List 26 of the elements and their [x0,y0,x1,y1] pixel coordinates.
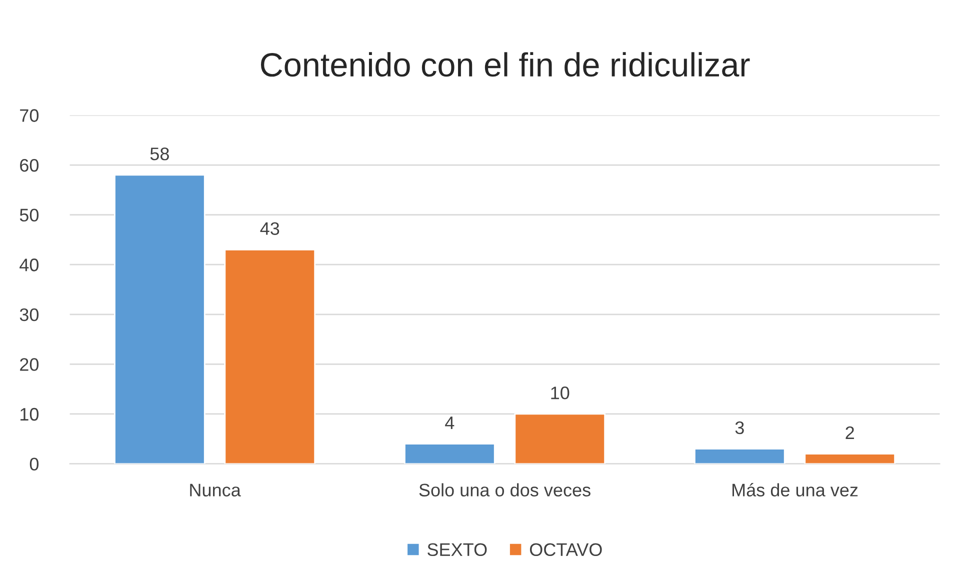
y-tick-label: 70 [20,109,39,122]
y-tick-label: 30 [20,308,39,322]
y-tick-label: 60 [20,158,39,172]
y-tick-label: 40 [20,258,39,272]
data-label: 43 [260,222,280,235]
x-tick-label: Nunca [190,484,241,496]
x-tick-label: Más de una vez [732,483,858,496]
y-tick-label: 20 [20,358,39,371]
data-label: 2 [846,426,854,439]
bar [224,248,316,464]
data-label: 58 [150,148,169,160]
legend-label: SEXTO [428,543,487,556]
bar [804,453,896,464]
data-label: 10 [551,386,570,400]
y-tick-label: 50 [20,208,39,222]
data-label: 4 [445,416,454,430]
bar [114,174,206,464]
legend-label: OCTAVO [530,543,602,556]
bar [404,443,496,464]
x-tick-label: Solo una o dos veces [419,483,590,496]
bar [514,413,606,464]
y-tick-label: 10 [20,408,39,421]
data-label: 3 [735,421,744,434]
y-tick-label: 0 [30,458,39,470]
bar [694,448,786,464]
chart-title: Contenido con el fin de ridiculizar [260,52,750,77]
